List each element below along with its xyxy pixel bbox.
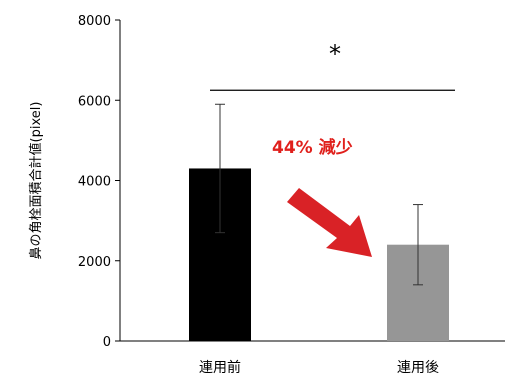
y-axis: 0 2000 4000 6000 8000 — [78, 14, 505, 350]
error-bars — [215, 103, 423, 286]
y-tick-label: 2000 — [78, 255, 111, 270]
decrease-arrow — [287, 188, 372, 257]
reduction-annotation: 44% 減少 — [272, 137, 353, 158]
y-tick-label: 6000 — [78, 94, 111, 109]
category-label: 連用後 — [397, 360, 439, 376]
y-tick-label: 8000 — [78, 14, 111, 29]
y-axis-label: 鼻の角栓面積合計値(pixel) — [28, 102, 44, 260]
y-tick-label: 0 — [103, 335, 111, 350]
category-label: 連用前 — [199, 359, 241, 376]
bars — [189, 168, 449, 341]
category-labels: 連用前 連用後 — [199, 359, 439, 376]
significance-marker: * — [329, 40, 341, 68]
y-tick-label: 4000 — [78, 175, 111, 190]
